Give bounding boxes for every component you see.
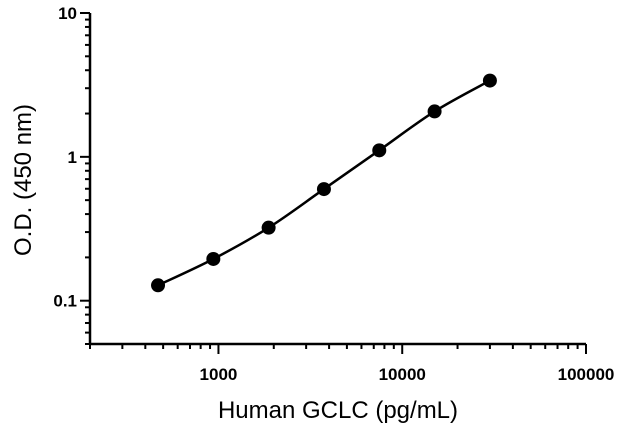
y-tick-label: 1 — [68, 148, 77, 167]
y-tick-label: 0.1 — [53, 292, 77, 311]
y-tick-label: 10 — [58, 4, 77, 23]
x-axis-title: Human GCLC (pg/mL) — [218, 397, 458, 424]
data-point — [206, 251, 221, 266]
x-tick-label: 1000 — [200, 365, 238, 384]
data-point — [372, 143, 387, 158]
x-tick-label: 10000 — [379, 365, 426, 384]
x-ticks: 1000 10000 100000 — [89, 344, 615, 384]
data-point — [261, 220, 276, 235]
data-point — [427, 104, 442, 119]
data-points — [151, 73, 497, 293]
data-point — [482, 73, 497, 88]
y-ticks: 0.1 1 10 — [53, 4, 90, 345]
data-point — [151, 278, 166, 293]
x-tick-label: 100000 — [558, 365, 615, 384]
data-point — [316, 182, 331, 197]
y-axis-title: O.D. (450 nm) — [10, 104, 37, 256]
